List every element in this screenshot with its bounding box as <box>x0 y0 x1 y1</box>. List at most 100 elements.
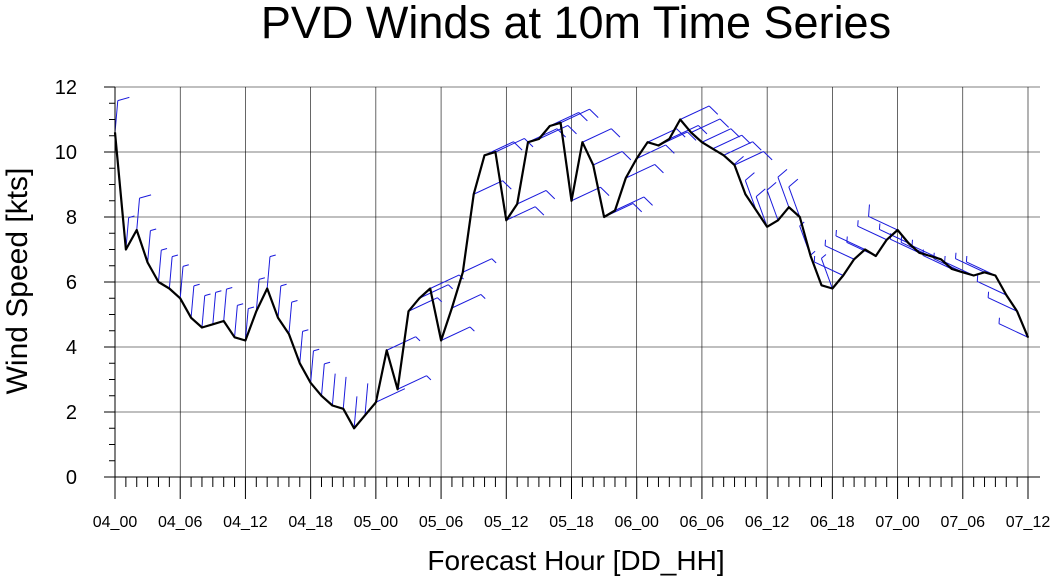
wind-barb-staff <box>755 196 768 227</box>
wind-barb-staff <box>922 255 953 270</box>
y-tick-label: 8 <box>66 207 77 229</box>
wind-barb-flag <box>161 248 168 251</box>
wind-barb-flag <box>643 196 653 206</box>
axes <box>104 86 1040 499</box>
y-tick-label: 4 <box>66 337 77 359</box>
wind-barb-staff <box>462 258 493 273</box>
wind-barb-staff <box>201 295 206 328</box>
data-point <box>853 258 855 261</box>
data-point <box>885 238 888 241</box>
wind-barb-flag <box>280 283 287 287</box>
x-tick-label: 06_00 <box>614 514 659 531</box>
data-point <box>212 323 214 326</box>
data-point <box>961 271 964 274</box>
wind-barb-staff <box>824 245 855 260</box>
wind-barb-flag <box>128 215 135 219</box>
data-point <box>418 297 421 300</box>
data-point <box>679 118 681 121</box>
y-tick-label: 12 <box>55 77 77 99</box>
data-point <box>798 216 801 218</box>
data-point <box>1005 294 1008 296</box>
wind-barb-staff <box>375 388 406 403</box>
wind-barb-flag <box>226 287 233 290</box>
wind-barb-flag <box>171 254 179 258</box>
wind-barb-flag <box>248 306 255 310</box>
data-point <box>744 193 747 196</box>
data-point <box>972 274 975 277</box>
tick-labels: 0 2 4 6 8 10 12 04_00 04_06 04_12 04_18 05_00 05_06 0… <box>55 77 1051 531</box>
data-point <box>918 251 921 254</box>
x-tick-label: 04_00 <box>93 514 138 531</box>
data-point <box>711 147 714 150</box>
x-tick-label: 07_06 <box>941 514 986 531</box>
data-point <box>255 310 258 313</box>
data-point <box>505 219 508 222</box>
data-point <box>929 255 931 257</box>
wind-barb-flag <box>777 168 788 178</box>
x-tick-label: 06_18 <box>810 514 855 531</box>
wind-barb-staff <box>168 256 173 289</box>
wind-barb-staff <box>516 190 547 205</box>
data-point <box>320 394 323 397</box>
wind-barb-staff <box>560 108 590 124</box>
data-point <box>1027 336 1029 339</box>
wind-barb-staff <box>266 256 271 289</box>
wind-barb-staff <box>614 196 645 211</box>
data-point <box>146 261 149 264</box>
data-point <box>364 414 366 417</box>
data-point <box>548 125 551 127</box>
wind-barb-flag <box>291 300 298 303</box>
data-point <box>331 404 334 407</box>
data-point <box>755 209 758 212</box>
data-point <box>168 287 171 290</box>
y-tick-label: 6 <box>66 272 77 294</box>
wind-barb-staff <box>582 128 612 143</box>
data-point <box>407 310 410 313</box>
wind-barb-staff <box>712 134 743 150</box>
wind-barb-flag <box>258 277 265 280</box>
wind-barb-staff <box>868 216 898 231</box>
data-point <box>625 177 627 179</box>
wind-barb-staff <box>835 235 866 250</box>
data-point <box>690 131 692 134</box>
wind-barb-staff <box>451 294 482 309</box>
wind-barb-flag <box>632 203 643 213</box>
y-tick-label: 2 <box>66 402 77 424</box>
data-point <box>1016 310 1018 313</box>
wind-barbs <box>114 96 1029 429</box>
data-point <box>472 193 475 196</box>
data-point <box>983 271 986 274</box>
wind-barb-staff <box>147 230 151 263</box>
data-point <box>190 316 192 319</box>
wind-barb-flag <box>302 329 309 332</box>
wind-barb-staff <box>879 229 909 244</box>
data-point <box>266 287 268 290</box>
wind-barb-flag <box>734 155 744 165</box>
data-point <box>309 381 312 384</box>
wind-barb-staff <box>723 141 753 156</box>
wind-barb-flag <box>741 134 751 144</box>
wind-barb-staff <box>495 138 525 153</box>
wind-barb-staff <box>998 323 1029 338</box>
wind-barb-staff <box>244 308 249 341</box>
x-tick-label: 05_18 <box>549 514 594 531</box>
data-point <box>940 258 942 261</box>
wind-barb-staff <box>353 396 358 429</box>
wind-barb-staff <box>190 285 195 318</box>
wind-barb-flag <box>755 188 766 198</box>
wind-barb-flag <box>426 375 432 381</box>
x-tick-label: 06_12 <box>745 514 790 531</box>
data-point <box>820 284 823 287</box>
wind-barb-staff <box>788 186 801 218</box>
wind-barb-staff <box>179 266 184 299</box>
wind-barb-staff <box>310 350 314 383</box>
wind-barb-flag <box>745 172 755 181</box>
wind-barb-staff <box>473 180 503 195</box>
data-point <box>353 427 355 430</box>
x-tick-label: 06_06 <box>680 514 725 531</box>
wind-barb-staff <box>538 125 569 140</box>
wind-barb-flag <box>752 141 762 151</box>
wind-barb-staff <box>625 164 656 179</box>
wind-barb-staff <box>647 128 677 143</box>
